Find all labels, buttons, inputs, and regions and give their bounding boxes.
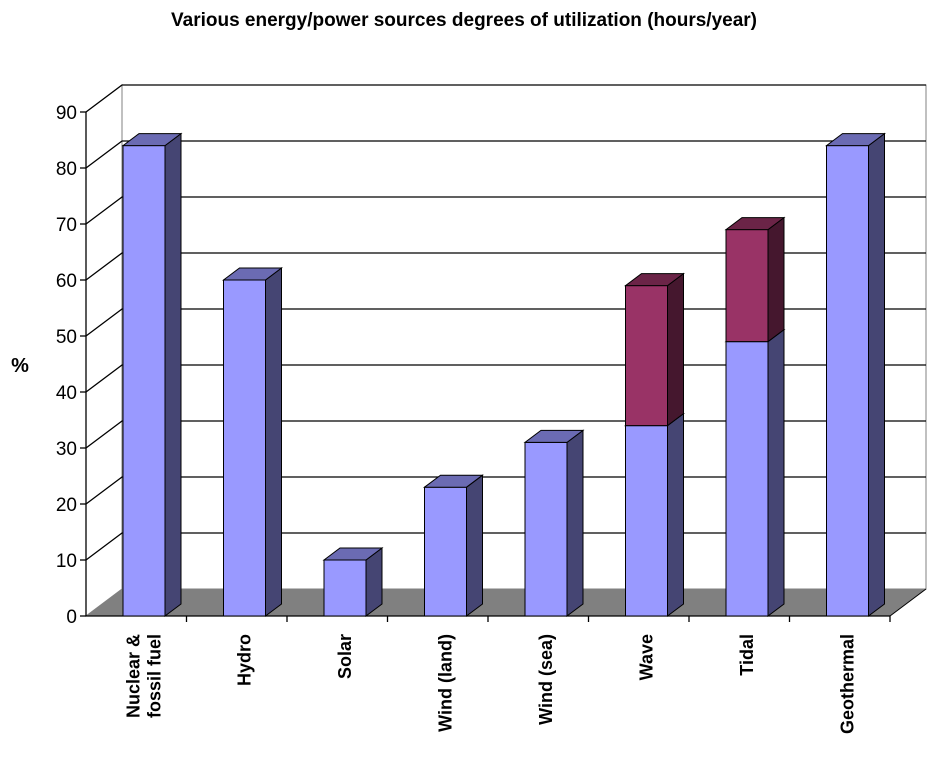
y-tick-label: 60: [56, 271, 77, 292]
y-tick-label: 0: [66, 607, 77, 628]
bar-side: [265, 267, 282, 617]
bar-top: [423, 474, 484, 488]
bar-side: [566, 429, 584, 617]
bar-side: [767, 216, 785, 343]
y-tick-label: 70: [56, 215, 77, 236]
y-tick-label: 30: [56, 439, 77, 460]
category-label-line: Tidal: [737, 634, 757, 676]
category-label-line: Wave: [637, 634, 657, 680]
gridline: [85, 252, 926, 281]
bar-top: [523, 429, 585, 443]
bar-front: [223, 279, 266, 617]
category-label: Wind (land): [436, 634, 456, 732]
bar-front: [625, 285, 668, 427]
category-label: Geothermal: [838, 634, 858, 734]
chart-floor: [86, 589, 926, 616]
y-tick-label: 20: [56, 495, 77, 516]
category-label: Nuclear &fossil fuel: [124, 634, 165, 718]
category-label-line: Hydro: [235, 634, 255, 686]
bar-front: [725, 229, 769, 343]
y-tick-label: 40: [56, 383, 77, 404]
bar-front: [625, 425, 668, 617]
bar-top: [624, 273, 685, 287]
bar-front: [826, 145, 869, 617]
category-label: Wind (sea): [536, 634, 556, 725]
bar-side: [767, 328, 785, 617]
category-label-line: Geothermal: [838, 634, 858, 734]
bar: [624, 412, 685, 617]
y-tick-label: 90: [56, 103, 77, 124]
bar: [423, 474, 484, 617]
category-label-line: Solar: [335, 634, 355, 679]
bar-side: [466, 474, 483, 617]
gridline: [85, 140, 926, 169]
bar-top: [322, 547, 384, 561]
bar-side: [164, 132, 182, 617]
bar: [222, 267, 283, 617]
bar: [121, 132, 183, 617]
bar-front: [122, 145, 166, 617]
bar-top: [825, 133, 886, 147]
category-label: Wave: [637, 634, 657, 680]
category-label: Tidal: [737, 634, 757, 676]
bar: [523, 429, 585, 617]
bar-front: [323, 559, 367, 617]
bar-side: [667, 272, 684, 427]
bar: [322, 547, 384, 617]
chart-title: Various energy/power sources degrees of …: [171, 10, 757, 31]
bar-top: [222, 267, 283, 281]
category-label-line: Wind (land): [436, 634, 456, 732]
y-axis-title: %: [11, 355, 29, 377]
floor-edge: [889, 588, 927, 617]
category-label: Solar: [335, 634, 355, 679]
chart-floor-plane: [86, 589, 926, 616]
bars: [121, 132, 886, 617]
bar-side: [667, 412, 684, 617]
y-tick-label: 50: [56, 327, 77, 348]
y-tick-labels: 0 10 20 30 40 50 60 70 80 90: [56, 103, 77, 628]
category-label-line: Nuclear &: [124, 634, 144, 718]
bar: [724, 328, 786, 617]
bar: [724, 216, 786, 343]
y-tick-label: 10: [56, 551, 77, 572]
bar-front: [725, 341, 769, 617]
gridline: [85, 84, 926, 113]
gridline: [85, 196, 926, 225]
category-label-line: fossil fuel: [145, 634, 165, 718]
bar: [825, 132, 886, 617]
y-tick-label: 80: [56, 159, 77, 180]
bar-front: [524, 441, 568, 617]
chart-walls: [85, 84, 927, 617]
category-labels: Nuclear &fossil fuel Hydro Solar Wind (land…: [124, 634, 858, 734]
bar-top: [121, 133, 183, 147]
bar-side: [868, 132, 885, 617]
bar-top: [724, 217, 786, 231]
bar-front: [424, 486, 467, 617]
category-label: Hydro: [235, 634, 255, 686]
bar: [624, 272, 685, 427]
category-label-line: Wind (sea): [536, 634, 556, 725]
